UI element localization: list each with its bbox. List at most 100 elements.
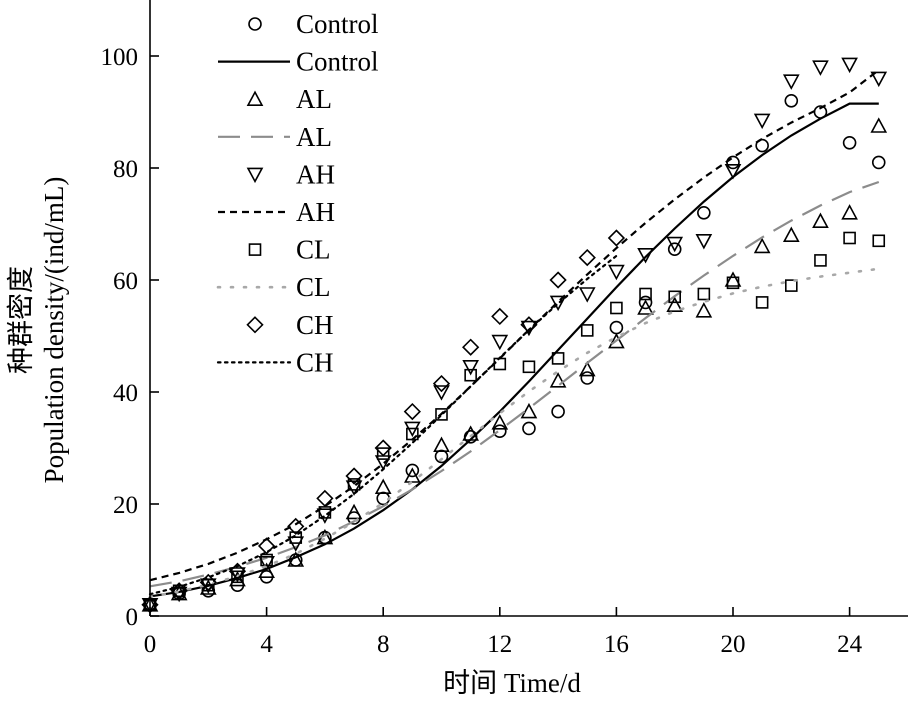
legend-label: AL <box>296 122 332 152</box>
data-point-control <box>638 295 653 310</box>
data-point-ah <box>666 236 684 253</box>
series-line-control <box>149 102 879 598</box>
data-point-ch <box>316 489 334 508</box>
data-point-ah <box>578 287 596 303</box>
data-point-ah <box>870 71 888 88</box>
data-point-control <box>726 155 740 170</box>
legend-label: CL <box>296 272 331 302</box>
data-point-ch <box>432 374 451 393</box>
data-point-al <box>724 271 742 287</box>
data-point-ah <box>491 334 509 351</box>
series-al-line <box>149 180 880 588</box>
series-ch-points <box>141 229 626 614</box>
data-point-control <box>405 463 420 478</box>
legend-label: AH <box>296 197 335 227</box>
data-point-ah <box>637 248 654 264</box>
data-point-ch <box>462 338 480 356</box>
legend-item-al-line: AL <box>218 122 332 152</box>
data-point-ah <box>549 295 567 312</box>
data-point-ch <box>549 271 567 289</box>
y-tick-label: 40 <box>113 380 138 407</box>
series-cl-line <box>148 267 881 599</box>
data-point-cl <box>668 290 682 304</box>
data-point-cl <box>580 324 594 337</box>
data-point-ah <box>695 234 713 250</box>
legend-item-control-points: Control <box>248 9 379 39</box>
data-point-ah <box>433 385 450 401</box>
data-point-control <box>609 320 624 335</box>
data-point-ah <box>316 508 334 524</box>
series-layer <box>141 57 888 614</box>
legend-label: Control <box>296 47 379 77</box>
data-point-al <box>520 402 538 419</box>
data-point-cl <box>610 301 623 315</box>
data-point-ch <box>607 229 626 247</box>
series-ah-points <box>141 57 888 614</box>
legend-item-cl-points: CL <box>248 235 331 265</box>
data-point-cl <box>522 360 536 374</box>
data-point-cl <box>493 357 507 371</box>
data-point-ah <box>841 57 858 74</box>
x-axis-title: 时间 Time/d <box>443 668 581 698</box>
data-point-cl <box>172 584 186 598</box>
data-point-al <box>870 117 888 133</box>
data-point-cl <box>551 352 565 365</box>
data-point-cl <box>289 531 303 544</box>
data-point-al <box>404 467 421 483</box>
y-axis-title-en: Population density/(ind/mL) <box>39 177 69 484</box>
data-point-ah <box>812 60 829 76</box>
x-tick-label: 20 <box>721 631 746 658</box>
data-point-ah <box>782 74 800 90</box>
x-tick-label: 0 <box>144 631 157 658</box>
data-point-control <box>784 94 799 108</box>
data-point-ah <box>608 264 625 281</box>
data-point-cl <box>726 276 740 290</box>
data-point-al <box>462 425 479 441</box>
legend-label: CH <box>296 310 334 340</box>
x-tick-label: 12 <box>487 631 512 658</box>
legend-marker-swatch <box>248 17 262 31</box>
series-cl-points <box>143 231 886 612</box>
legend-label: AH <box>296 159 335 189</box>
series-line-ah <box>149 69 880 582</box>
data-point-ah <box>724 164 742 180</box>
series-line-cl <box>148 267 881 599</box>
data-point-control <box>580 371 595 385</box>
data-point-ch <box>520 316 538 334</box>
data-point-control <box>551 404 565 419</box>
y-tick-label: 0 <box>126 604 139 631</box>
series-ch-line <box>148 254 618 596</box>
data-point-control <box>667 242 682 256</box>
legend-marker-swatch <box>246 316 264 334</box>
data-point-al <box>841 204 858 220</box>
data-point-ch <box>345 467 363 485</box>
x-tick-label: 4 <box>260 631 273 658</box>
legend-item-ch-line: CH <box>216 347 334 377</box>
legend-label: AL <box>296 84 332 114</box>
data-point-cl <box>406 427 419 441</box>
data-point-al <box>782 226 800 242</box>
data-point-ah <box>462 359 479 376</box>
data-point-control <box>522 421 536 436</box>
legend-item-cl-line: CL <box>216 272 331 302</box>
legend-item-ch-points: CH <box>246 310 334 340</box>
legend-label: Control <box>296 9 379 39</box>
data-point-control <box>871 155 886 170</box>
legend-marker-swatch <box>248 243 262 256</box>
data-point-al <box>812 212 829 228</box>
y-axis-title: 种群密度 Population density/(ind/mL) <box>6 177 69 484</box>
data-point-al <box>608 332 625 349</box>
series-line-al <box>149 180 880 588</box>
data-point-ch <box>403 402 421 421</box>
data-point-al <box>637 299 654 315</box>
data-point-cl <box>697 287 711 301</box>
y-axis-title-cn: 种群密度 <box>6 266 36 374</box>
data-point-al <box>695 302 713 318</box>
data-point-ch <box>170 582 188 600</box>
data-point-al <box>374 478 392 495</box>
legend-label: CL <box>296 235 331 265</box>
data-point-cl <box>376 447 390 460</box>
data-point-ch <box>491 307 509 326</box>
x-ticks: 0 4 8 12 16 20 24 <box>144 607 863 658</box>
data-point-al <box>229 570 246 587</box>
